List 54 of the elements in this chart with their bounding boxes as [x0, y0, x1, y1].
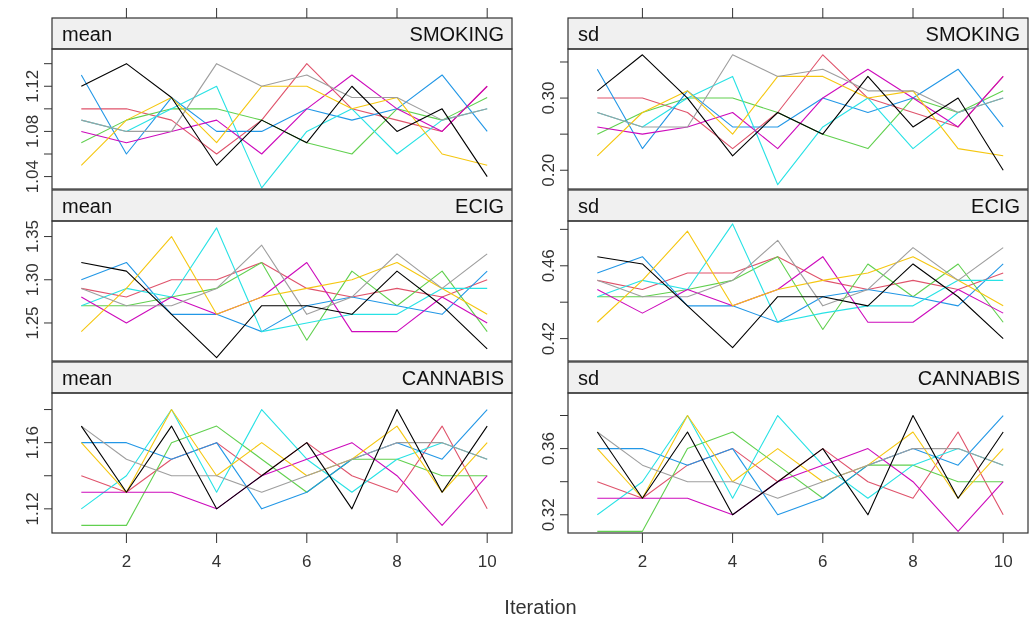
y-tick-label: 1.35: [23, 220, 42, 254]
y-tick-label: 1.08: [23, 114, 42, 148]
y-axis-title: sd: [578, 367, 600, 389]
chart-title: ECIG: [455, 195, 504, 217]
x-tick-label: 8: [392, 552, 402, 571]
line-series: [596, 75, 1004, 157]
chart-title: CANNABIS: [917, 367, 1020, 389]
line-series: [80, 261, 488, 298]
line-series: [596, 256, 1004, 349]
x-tick-label: 6: [302, 552, 312, 571]
line-series: [80, 425, 488, 493]
y-tick-label: 1.30: [23, 263, 42, 297]
y-tick-label: 0.30: [539, 81, 558, 115]
x-tick-label: 6: [818, 552, 828, 571]
line-series: [596, 239, 1004, 307]
line-series: [80, 63, 488, 132]
x-tick-label: 4: [727, 552, 738, 571]
x-axis-title: Iteration: [504, 596, 577, 618]
y-tick-label: 0.36: [539, 432, 558, 466]
y-tick-label: 0.32: [539, 498, 558, 532]
x-tick-label: 2: [121, 552, 132, 571]
line-series: [596, 414, 1004, 499]
x-tick-label: 10: [993, 552, 1013, 571]
y-tick-label: 1.12: [23, 69, 42, 103]
y-axis-title: sd: [578, 195, 600, 217]
line-series: [596, 54, 1004, 128]
line-series: [80, 409, 488, 510]
line-series: [596, 414, 1004, 516]
y-tick-label: 0.20: [539, 153, 558, 187]
line-series: [596, 431, 1004, 499]
y-tick-label: 1.12: [23, 492, 42, 526]
y-tick-label: 0.42: [539, 322, 558, 356]
y-axis-title: sd: [578, 23, 600, 45]
line-series: [80, 244, 488, 315]
y-axis-title: mean: [62, 195, 113, 217]
y-tick-label: 0.46: [539, 249, 558, 283]
line-series: [596, 54, 1004, 171]
y-axis-title: mean: [62, 23, 113, 45]
chart-title: ECIG: [971, 195, 1020, 217]
y-tick-label: 1.16: [23, 426, 42, 460]
y-axis-title: mean: [62, 367, 113, 389]
line-series: [80, 85, 488, 166]
x-tick-label: 8: [908, 552, 918, 571]
x-tick-label: 2: [637, 552, 648, 571]
chart-title: SMOKING: [409, 23, 504, 45]
chart-title: CANNABIS: [401, 367, 504, 389]
line-series: [80, 63, 488, 178]
line-series: [80, 261, 488, 359]
y-tick-label: 1.25: [23, 306, 42, 340]
x-tick-label: 4: [211, 552, 222, 571]
x-tick-label: 10: [477, 552, 497, 571]
y-tick-label: 1.04: [23, 160, 42, 194]
chart-title: SMOKING: [925, 23, 1020, 45]
line-series: [80, 409, 488, 493]
